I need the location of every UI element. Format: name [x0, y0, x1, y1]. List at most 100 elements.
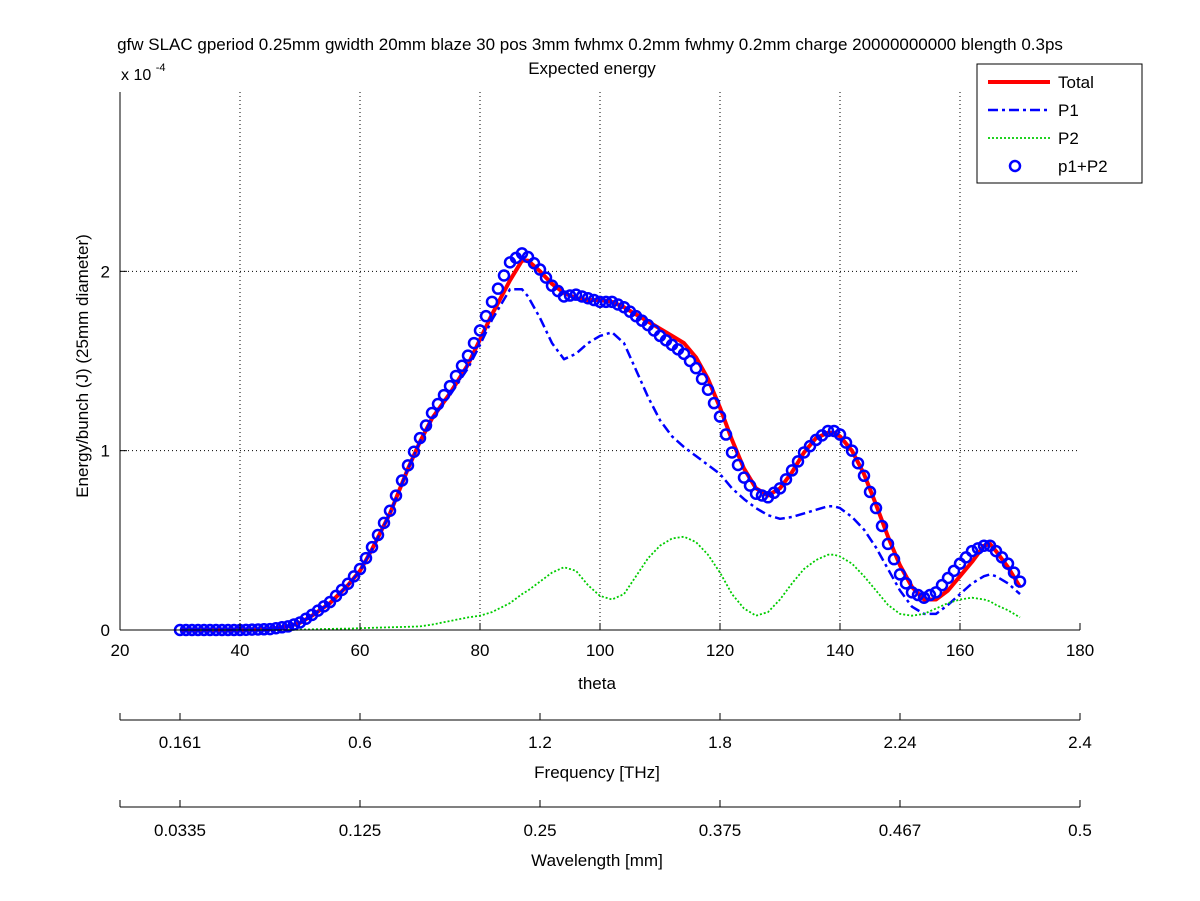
secondary-tick-label: 0.467 [879, 821, 922, 840]
data-point [455, 359, 469, 373]
secondary-tick-label: 0.0335 [154, 821, 206, 840]
x-tick-label: 160 [946, 641, 974, 660]
secondary-tick-label: 1.2 [528, 733, 552, 752]
y-tick-label: 1 [101, 442, 110, 461]
data-point [383, 504, 397, 517]
data-point [575, 290, 589, 303]
data-point [605, 295, 619, 309]
secondary-tick-label: 0.6 [348, 733, 372, 752]
secondary-tick-label: 0.161 [159, 733, 202, 752]
data-point [353, 562, 367, 576]
x-tick-label: 20 [111, 641, 130, 660]
x-tick-label: 40 [231, 641, 250, 660]
secondary-tick-label: 0.25 [523, 821, 556, 840]
data-point [659, 334, 673, 347]
data-point [737, 471, 751, 484]
data-point [539, 271, 553, 284]
data-point [449, 369, 463, 383]
data-point [335, 583, 349, 597]
data-point [929, 586, 943, 599]
data-point [995, 551, 1009, 564]
data-point [425, 406, 439, 420]
data-point [971, 542, 985, 555]
data-point [401, 459, 415, 472]
data-point [647, 324, 661, 337]
x-tick-label: 140 [826, 641, 854, 660]
data-point [911, 588, 925, 602]
data-point [473, 324, 487, 337]
secondary-axis-label: Frequency [THz] [534, 763, 660, 782]
data-point [863, 485, 877, 499]
secondary-axis: 0.161 0.6 1.2 1.8 2.24 2.4 Frequency [THz] [119, 713, 1092, 782]
data-point [569, 288, 583, 301]
series-markers [173, 247, 1027, 637]
data-point [833, 428, 847, 441]
y-tick-label: 2 [101, 262, 110, 281]
data-point [713, 410, 727, 423]
data-point [707, 396, 721, 410]
data-point [719, 428, 733, 441]
series-line [180, 288, 1021, 632]
data-point [851, 456, 865, 470]
data-point [527, 257, 541, 270]
x-tick-label: 60 [351, 641, 370, 660]
data-point [671, 343, 685, 356]
secondary-tick-label: 0.5 [1068, 821, 1092, 840]
series-line [180, 535, 1021, 631]
data-point [1013, 575, 1027, 588]
data-point [845, 444, 859, 457]
y-multiplier: x 10 -4 [121, 62, 165, 84]
grid [120, 92, 1080, 630]
data-point [275, 621, 289, 634]
data-point [731, 458, 745, 472]
secondary-tick-label: 2.24 [883, 733, 916, 752]
y-multiplier-exponent: -4 [156, 62, 166, 74]
data-point [887, 552, 901, 566]
data-point [395, 474, 409, 487]
data-point [941, 571, 955, 585]
data-point [695, 372, 709, 386]
data-point [419, 419, 433, 432]
secondary-axes: 0.161 0.6 1.2 1.8 2.24 2.4 Frequency [THz] 0.03… [119, 713, 1092, 870]
data-point [509, 251, 523, 265]
data-point [317, 600, 331, 613]
data-point [491, 282, 505, 295]
chart-title: gfw SLAC gperiod 0.25mm gwidth 20mm blaz… [117, 35, 1063, 54]
data-point [461, 349, 475, 362]
data-point [431, 397, 445, 411]
secondary-tick-label: 1.8 [708, 733, 732, 752]
data-point [365, 540, 379, 554]
data-point [467, 336, 481, 350]
data-point [917, 591, 931, 604]
data-point [857, 469, 871, 483]
data-point [683, 354, 697, 368]
data-point [413, 431, 427, 445]
data-point [359, 551, 373, 565]
data-point [1007, 566, 1021, 579]
data-point [779, 473, 793, 486]
legend-label: Total [1058, 73, 1094, 92]
data-point [299, 612, 313, 625]
legend-label: P1 [1058, 101, 1079, 120]
data-point [959, 551, 973, 564]
data-point [611, 298, 625, 311]
secondary-tick-label: 2.4 [1068, 733, 1092, 752]
data-point [281, 620, 295, 633]
axes: 20 40 60 80 100 120 140 160 180 0 1 2 [101, 92, 1094, 660]
legend-swatch [1008, 159, 1022, 173]
data-point [977, 539, 991, 552]
data-point [935, 578, 949, 592]
data-point [485, 295, 499, 309]
data-point [581, 291, 595, 305]
legend-label: p1+P2 [1058, 157, 1108, 176]
data-point [893, 568, 907, 581]
secondary-axis-label: Wavelength [mm] [531, 851, 663, 870]
data-point [635, 314, 649, 327]
data-point [875, 519, 889, 533]
x-tick-label: 100 [586, 641, 614, 660]
chart-subtitle: Expected energy [528, 59, 656, 78]
data-point [437, 388, 451, 402]
data-point [497, 269, 511, 282]
data-point [743, 479, 757, 492]
